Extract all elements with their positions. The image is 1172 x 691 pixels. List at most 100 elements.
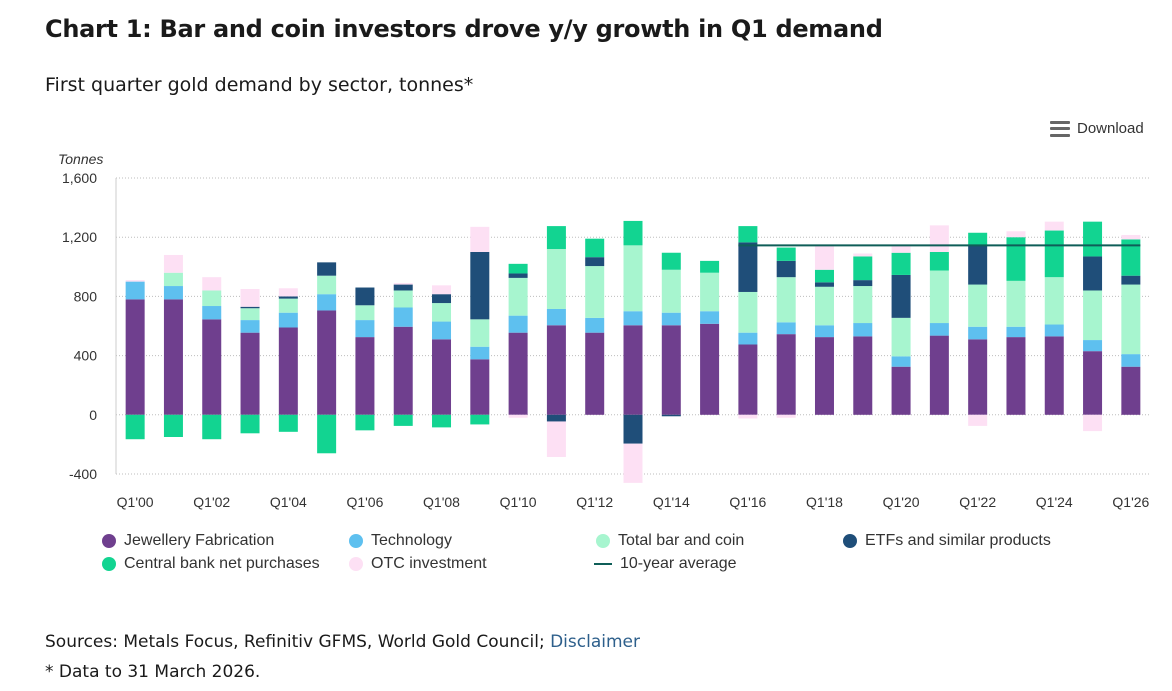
bar-segment <box>393 326 413 415</box>
bar-segment <box>163 299 183 415</box>
bar-segment <box>929 270 949 324</box>
bar-segment <box>317 275 337 295</box>
x-tick-label: Q1'26 <box>1112 494 1149 510</box>
legend-item-10-year-average[interactable]: 10-year average <box>594 555 737 573</box>
bar-segment <box>1083 290 1103 341</box>
bar-segment <box>355 414 375 431</box>
bar-segment <box>1121 366 1141 415</box>
legend-label: 10-year average <box>620 555 737 572</box>
x-tick-label: Q1'14 <box>653 494 690 510</box>
bar-segment <box>853 256 873 281</box>
bar-segment <box>891 252 911 275</box>
x-tick-label: Q1'08 <box>423 494 460 510</box>
bar-segment <box>1006 237 1026 281</box>
bar-segment <box>393 290 413 308</box>
bar-segment <box>278 414 298 432</box>
legend-swatch <box>596 534 610 548</box>
bar-segment <box>125 414 145 440</box>
bar-segment <box>853 286 873 324</box>
bar-segment <box>929 323 949 336</box>
bar-segment <box>776 414 796 418</box>
bar-segment <box>1121 275 1141 285</box>
bar-segment <box>508 273 528 278</box>
bar-segment <box>125 281 145 300</box>
bar-segment <box>355 337 375 415</box>
x-tick-label: Q1'06 <box>346 494 383 510</box>
bar-segment <box>585 317 605 333</box>
bar-segment <box>393 283 413 285</box>
bar-segment <box>968 245 988 285</box>
y-tick-label: 1,600 <box>62 170 97 186</box>
bar-segment <box>661 325 681 415</box>
bar-segment <box>1044 277 1064 325</box>
bar-segment <box>891 366 911 415</box>
legend-label: Total bar and coin <box>618 532 745 549</box>
legend-item-etfs[interactable]: ETFs and similar products <box>843 532 1051 550</box>
bar-segment <box>278 288 298 297</box>
x-tick-label: Q1'24 <box>1036 494 1073 510</box>
bar-segment <box>240 332 260 415</box>
download-label: Download <box>1077 120 1144 137</box>
y-tick-label: -400 <box>69 466 97 482</box>
legend-item-central-bank[interactable]: Central bank net purchases <box>102 555 320 573</box>
bar-segment <box>470 252 490 320</box>
bar-segment <box>508 332 528 415</box>
bar-segment <box>661 312 681 326</box>
bar-segment <box>508 277 528 316</box>
legend-label: OTC investment <box>371 555 487 572</box>
legend-item-otc[interactable]: OTC investment <box>349 555 487 573</box>
bar-segment <box>1006 280 1026 327</box>
download-button[interactable]: Download <box>1050 120 1144 137</box>
bar-segment <box>738 226 758 243</box>
x-tick-label: Q1'22 <box>959 494 996 510</box>
legend-item-bar-and-coin[interactable]: Total bar and coin <box>596 532 744 550</box>
bar-segment <box>738 291 758 333</box>
bar-segment <box>202 290 222 307</box>
bar-segment <box>776 277 796 323</box>
bar-segment <box>202 306 222 320</box>
bar-segment <box>202 414 222 440</box>
legend-item-technology[interactable]: Technology <box>349 532 452 550</box>
legend-item-jewellery[interactable]: Jewellery Fabrication <box>102 532 274 550</box>
bar-segment <box>278 296 298 299</box>
bar-segment <box>738 344 758 415</box>
bar-segment <box>355 305 375 321</box>
bar-segment <box>317 414 337 454</box>
bar-segment <box>853 280 873 287</box>
bar-segment <box>968 232 988 246</box>
x-tick-label: Q1'18 <box>806 494 843 510</box>
bar-segment <box>508 315 528 333</box>
bar-segment <box>623 414 643 444</box>
bar-segment <box>508 414 528 418</box>
chart-subtitle: First quarter gold demand by sector, ton… <box>45 74 474 96</box>
bar-segment <box>1006 326 1026 338</box>
bar-segment <box>853 253 873 257</box>
bar-segment <box>623 220 643 246</box>
bar-segment <box>623 325 643 415</box>
bar-segment <box>240 289 260 307</box>
sources-line: Sources: Metals Focus, Refinitiv GFMS, W… <box>45 632 640 652</box>
bar-segment <box>661 414 681 417</box>
bar-segment <box>929 252 949 271</box>
x-tick-label: Q1'00 <box>117 494 154 510</box>
x-tick-label: Q1'02 <box>193 494 230 510</box>
bar-segment <box>163 254 183 273</box>
bar-segment <box>470 319 490 347</box>
bar-segment <box>1121 234 1141 240</box>
bar-segment <box>163 272 183 287</box>
bar-segment <box>776 247 796 261</box>
bar-segment <box>317 310 337 415</box>
bar-segment <box>1044 221 1064 231</box>
bar-segment <box>776 322 796 335</box>
y-tick-label: 400 <box>74 348 98 364</box>
legend-label: Central bank net purchases <box>124 555 320 572</box>
bar-segment <box>240 308 260 321</box>
bar-segment <box>968 339 988 415</box>
bar-segment <box>623 245 643 312</box>
bar-segment <box>546 308 566 326</box>
bar-segment <box>546 226 566 250</box>
disclaimer-link[interactable]: Disclaimer <box>550 632 640 652</box>
bar-segment <box>891 356 911 367</box>
bar-segment <box>1044 230 1064 278</box>
bar-segment <box>853 336 873 415</box>
